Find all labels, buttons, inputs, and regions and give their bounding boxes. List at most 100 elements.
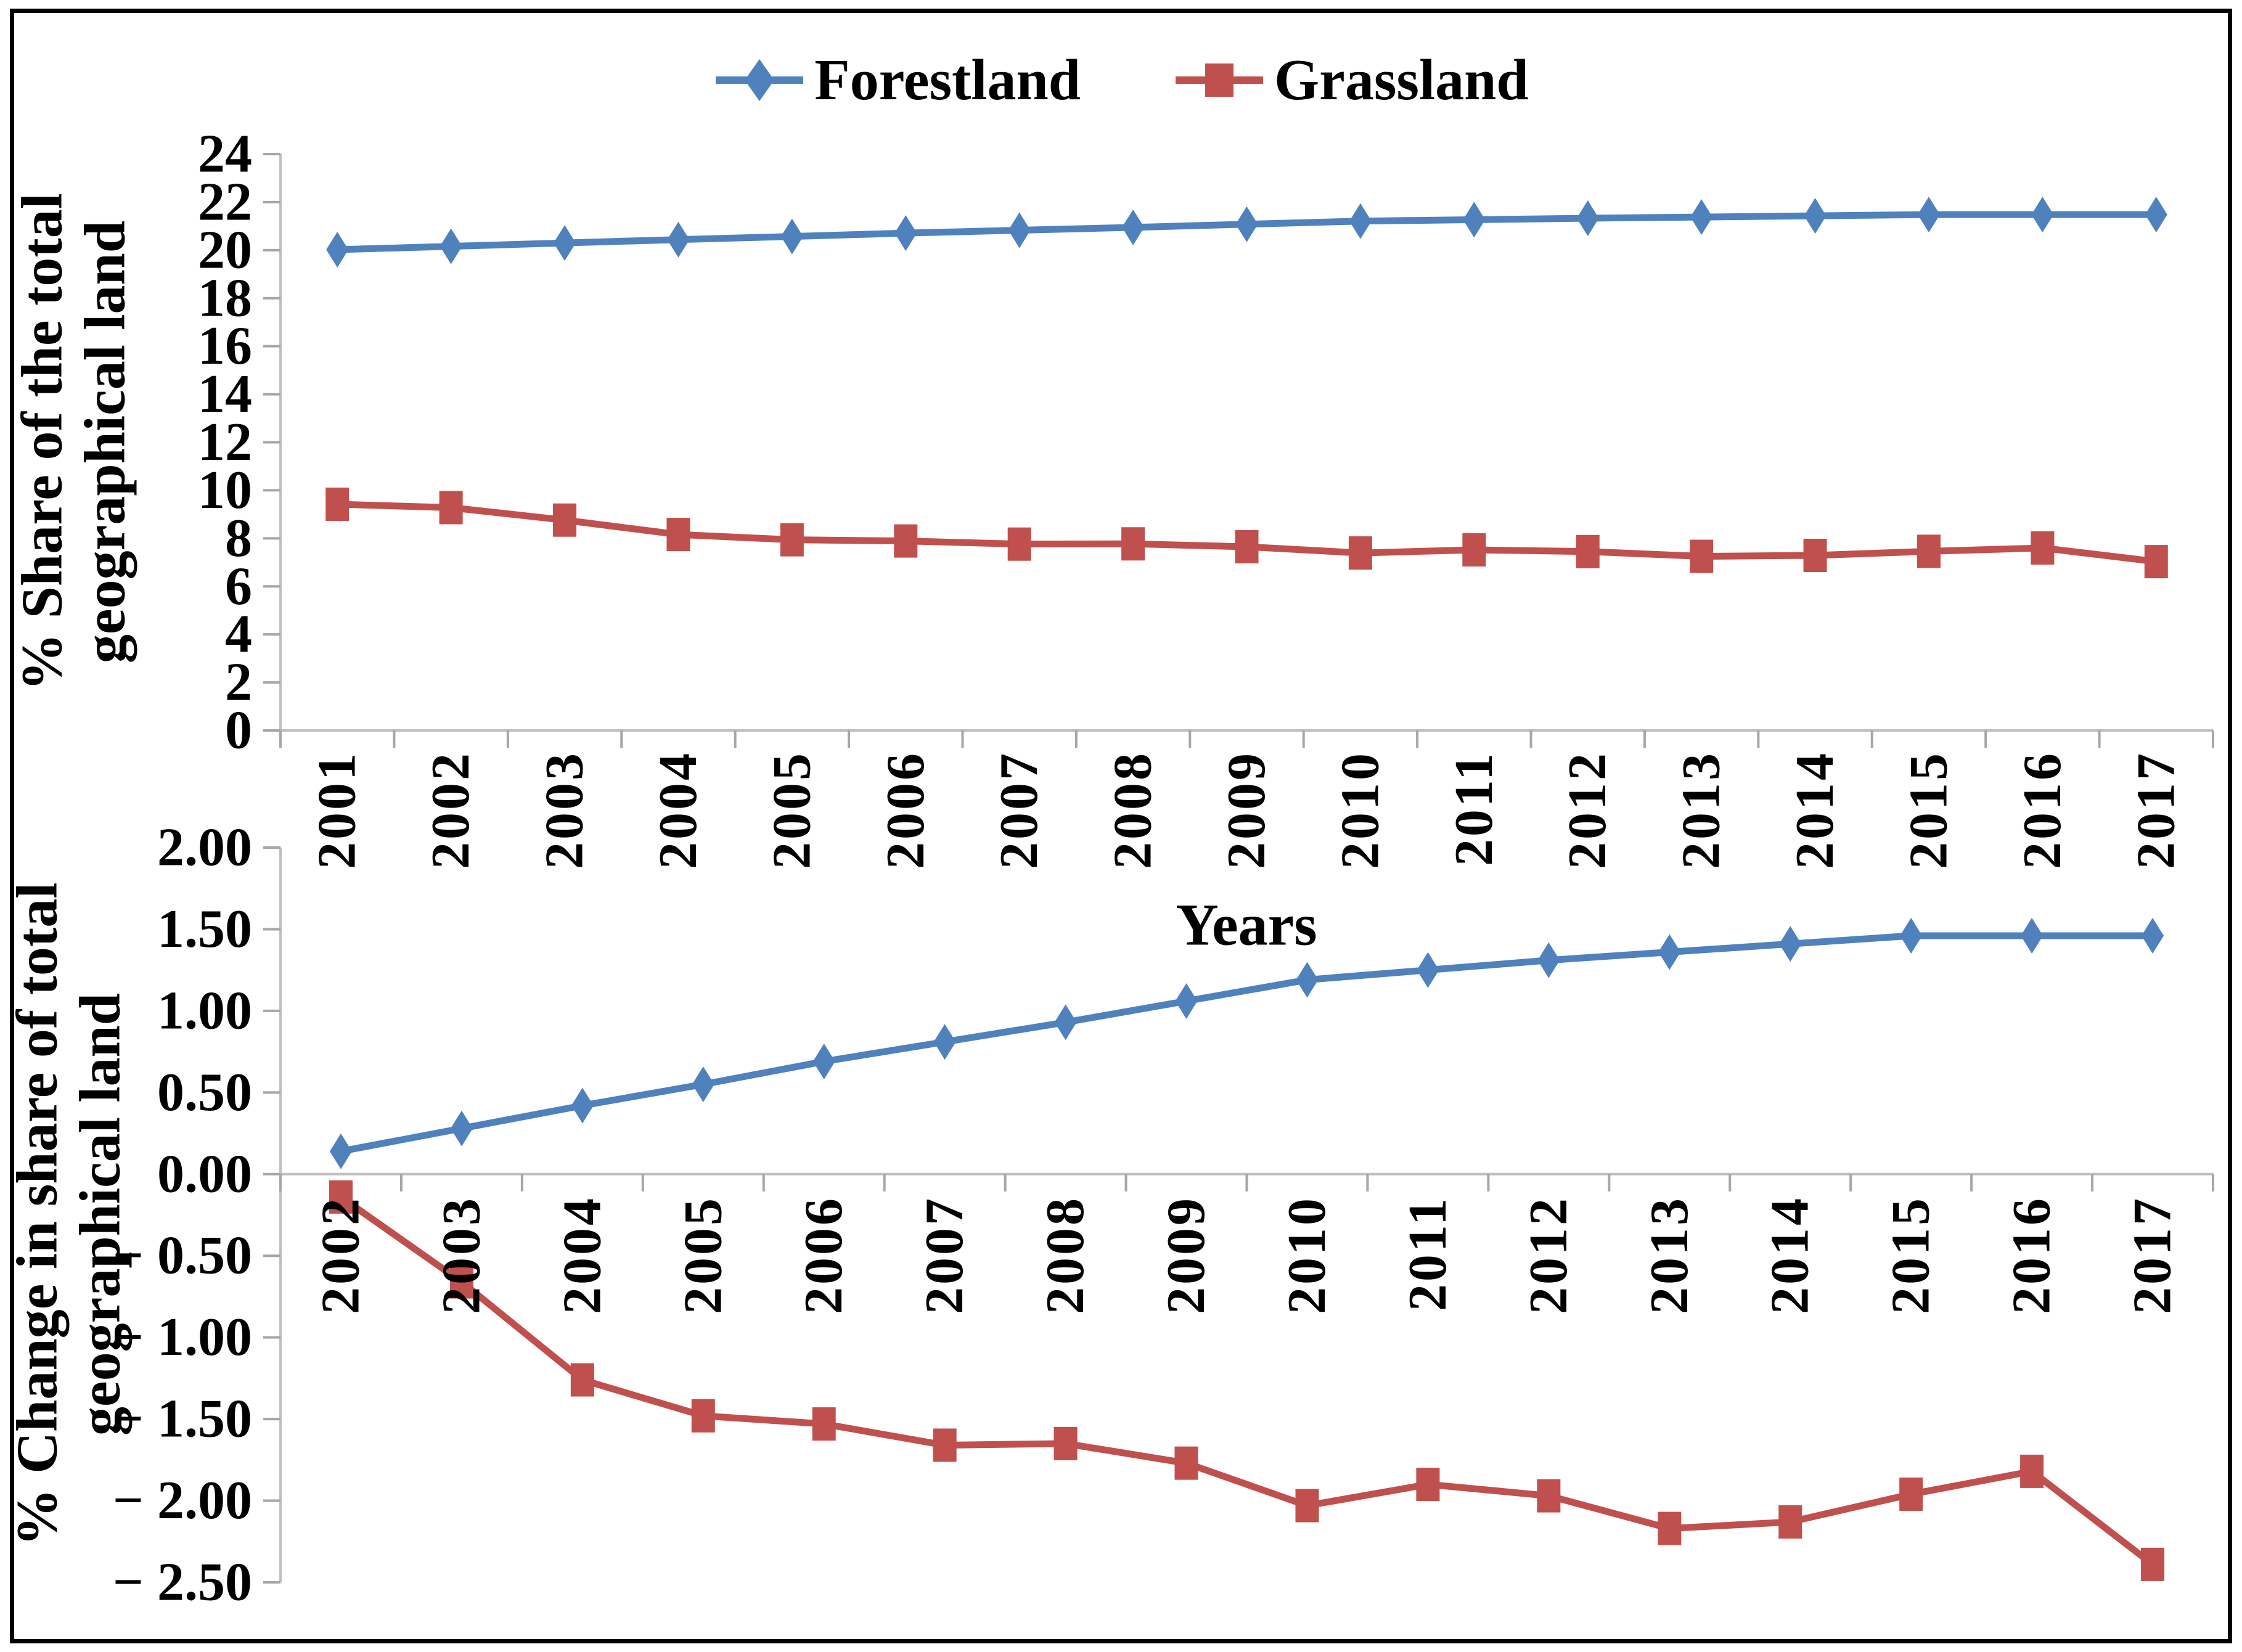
x-tick-label: 2011 — [1398, 1196, 1458, 1311]
x-tick-label: 2012 — [1519, 1196, 1579, 1314]
diamond-marker — [2021, 918, 2044, 954]
diamond-marker — [1235, 206, 1258, 242]
diamond-marker — [692, 1066, 714, 1103]
diamond-marker — [1463, 202, 1486, 238]
x-tick-label: 2011 — [1444, 751, 1504, 866]
x-tick-label: 2017 — [2126, 751, 2186, 869]
square-marker — [553, 503, 577, 537]
square-marker — [449, 1265, 473, 1299]
square-marker — [2144, 545, 2168, 579]
x-tick-label: 2014 — [1785, 751, 1845, 869]
square-marker — [1235, 530, 1259, 563]
y-tick-label: 6 — [225, 557, 252, 616]
square-marker — [933, 1428, 957, 1462]
square-marker — [1174, 1446, 1198, 1480]
bottom-y-axis-title: % Change in share of total geographical … — [5, 882, 132, 1547]
series-line — [340, 932, 2153, 1155]
y-tick-label: 22 — [198, 172, 252, 232]
diamond-marker — [1175, 983, 1198, 1019]
x-tick-label: 2002 — [421, 751, 481, 869]
bottom-y-axis-title-line1: % Change in share of total — [5, 882, 70, 1547]
diamond-marker — [933, 1024, 956, 1060]
square-marker — [1348, 536, 1372, 570]
x-tick-label: 2004 — [648, 751, 708, 869]
series-line — [338, 1194, 2155, 1568]
diamond-marker — [2142, 918, 2164, 954]
y-tick-label: 2 — [225, 653, 252, 713]
top-y-axis-title-line2: geographical land — [73, 220, 137, 664]
x-tick-label: 2004 — [552, 1196, 612, 1314]
x-tick-label: 2017 — [2123, 1196, 2183, 1314]
bottom-chart-axes: 2.00 1.50 1.00 0.50 0.00 − 0.50 − 1.00 − 1.50 − … — [113, 818, 2214, 1613]
y-tick-label: 1.00 — [157, 981, 252, 1041]
square-marker — [1007, 527, 1031, 561]
bottom-chart-series-grassland — [329, 1180, 2165, 1581]
x-tick-label: 2010 — [1277, 1196, 1337, 1314]
diamond-marker — [1122, 209, 1145, 245]
diamond-marker — [440, 228, 462, 264]
x-tick-label: 2012 — [1558, 751, 1618, 869]
square-marker — [812, 1407, 836, 1441]
x-tick-label: 2013 — [1640, 1196, 1700, 1314]
diamond-marker — [450, 1110, 473, 1147]
y-tick-label: − 1.50 — [113, 1389, 252, 1449]
diamond-marker — [1054, 1004, 1077, 1041]
x-tick-label: 2003 — [535, 751, 595, 869]
square-marker — [1917, 534, 1941, 568]
grassland-line-square-icon — [1176, 63, 1264, 97]
square-marker — [329, 1180, 353, 1214]
square-marker — [894, 524, 918, 558]
y-tick-label: 18 — [198, 268, 252, 328]
x-tick-label: 2010 — [1330, 751, 1390, 869]
square-marker — [2020, 1454, 2044, 1488]
y-tick-label: 0.50 — [157, 1063, 252, 1122]
square-marker — [1053, 1426, 1078, 1460]
square-marker — [1537, 1479, 1561, 1513]
x-tick-label: 2015 — [1899, 751, 1958, 869]
square-marker — [1778, 1505, 1802, 1539]
diamond-marker — [1917, 197, 1940, 233]
y-tick-label: − 0.50 — [113, 1226, 252, 1286]
y-tick-label: − 2.50 — [113, 1553, 252, 1613]
square-marker — [780, 523, 804, 557]
diamond-marker — [1537, 942, 1560, 978]
y-tick-label: 12 — [198, 412, 252, 472]
diamond-marker — [2145, 197, 2167, 233]
top-y-axis-title-line1: % Share of the total — [10, 193, 75, 691]
x-tick-label: 2009 — [1156, 1196, 1216, 1314]
square-marker — [1690, 539, 1714, 573]
diamond-marker — [326, 232, 349, 268]
y-tick-label: 14 — [198, 364, 252, 424]
y-tick-label: 24 — [198, 125, 252, 184]
square-marker — [691, 1399, 715, 1433]
square-marker — [1295, 1489, 1319, 1523]
diamond-marker — [1658, 934, 1681, 970]
legend: Forestland Grassland — [0, 47, 2242, 113]
x-tick-label: 2002 — [311, 1196, 370, 1314]
y-tick-label: − 2.00 — [113, 1471, 252, 1531]
legend-item-grassland: Grassland — [1173, 47, 1529, 113]
top-chart-series-grassland — [325, 488, 2168, 579]
y-tick-label: 4 — [225, 605, 252, 664]
x-tick-label: 2016 — [2002, 1196, 2062, 1314]
y-tick-label: − 1.00 — [113, 1307, 252, 1367]
x-tick-label: 2009 — [1217, 751, 1277, 869]
y-tick-label: 8 — [225, 509, 252, 568]
x-tick-label: 2008 — [1103, 751, 1163, 869]
x-tick-label: 2005 — [762, 751, 822, 869]
y-tick-label: 0 — [225, 701, 252, 761]
bottom-chart-series-forestland — [329, 918, 2164, 1169]
square-marker — [1121, 527, 1145, 561]
diamond-marker — [1779, 926, 1802, 962]
x-tick-label: 2016 — [2013, 751, 2072, 869]
diamond-marker — [329, 1133, 352, 1169]
y-tick-label: 20 — [198, 220, 252, 280]
square-marker — [2141, 1547, 2165, 1581]
square-marker — [2031, 531, 2055, 565]
x-tick-label: 2007 — [915, 1196, 975, 1314]
y-tick-label: 16 — [198, 316, 252, 376]
x-tick-label: 2001 — [308, 751, 367, 869]
square-marker — [1462, 533, 1486, 567]
x-axis-title: Years — [1176, 891, 1317, 958]
